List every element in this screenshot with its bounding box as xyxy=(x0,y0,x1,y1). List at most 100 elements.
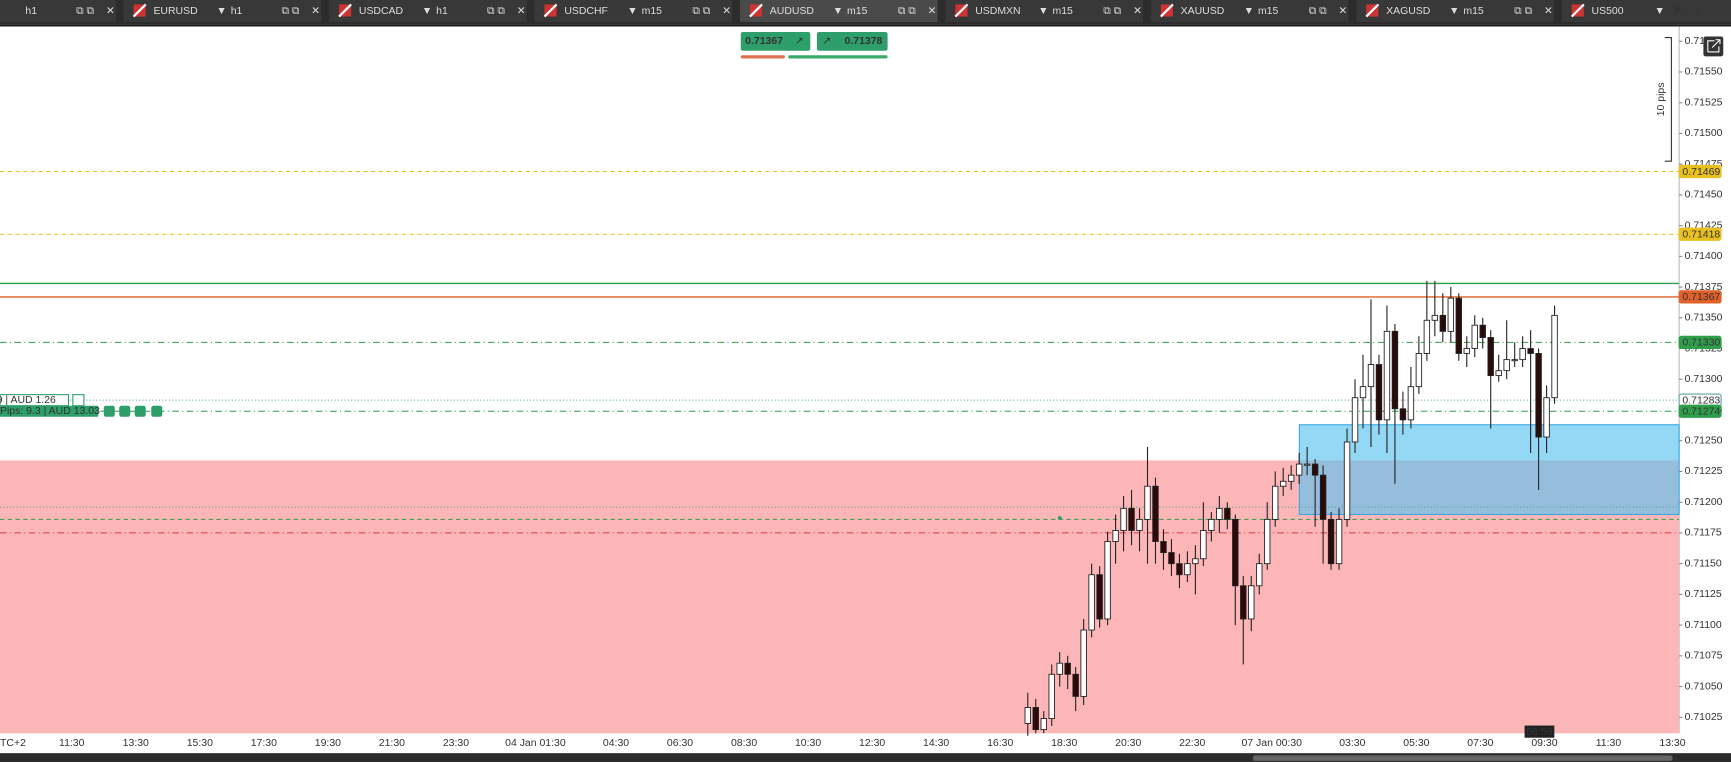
candle-body xyxy=(1335,518,1343,565)
tab-close[interactable]: ✕ xyxy=(722,6,731,17)
tab-close[interactable]: ✕ xyxy=(517,6,526,17)
candle-body xyxy=(1264,518,1271,565)
tab-icons[interactable]: ⧉ ⧉ xyxy=(282,6,300,17)
tab-bg[interactable] xyxy=(534,0,733,23)
price-tick-label: 0.71500 xyxy=(1685,128,1723,139)
candle-body xyxy=(1136,518,1143,531)
tab-bg[interactable] xyxy=(329,0,527,23)
tab-close[interactable]: ✕ xyxy=(1544,6,1553,17)
candle-body xyxy=(1439,314,1447,332)
candle-body xyxy=(1032,707,1039,731)
time-label: 15:30 xyxy=(187,738,213,749)
position-action[interactable] xyxy=(151,405,163,417)
candle-body xyxy=(1383,330,1391,421)
tab-symbol: USDMXN xyxy=(975,6,1020,17)
tab-icons[interactable]: ⧉ ⧉ xyxy=(76,6,94,17)
candle-body xyxy=(1048,673,1055,719)
candle-body xyxy=(1224,507,1231,520)
tab-bg[interactable] xyxy=(1150,0,1349,23)
tab[interactable]: h1 ⧉ ⧉ ✕ xyxy=(0,0,116,23)
tab-bg[interactable] xyxy=(739,0,938,23)
tab[interactable]: XAGUSD ▼ m15 ⧉ ⧉ ✕ xyxy=(1356,0,1554,23)
trade-button[interactable] xyxy=(740,32,811,51)
candle-body xyxy=(1455,297,1462,354)
price-badge xyxy=(1678,290,1722,304)
candle-body xyxy=(1463,348,1470,354)
position-tag[interactable] xyxy=(0,405,99,417)
tab-scroll[interactable]: ▶ xyxy=(1675,5,1683,16)
trade-arrow[interactable]: ↗ xyxy=(795,36,804,47)
candle-body xyxy=(1327,518,1335,565)
candle-body xyxy=(1543,397,1550,438)
tab-dropdown: ▼ xyxy=(1038,6,1048,17)
tab-close[interactable]: ✕ xyxy=(928,6,937,17)
time-label: 05:30 xyxy=(1403,738,1429,749)
tab-flag-stripe xyxy=(543,3,558,18)
time-label: 04:30 xyxy=(603,738,629,749)
position-tag[interactable] xyxy=(0,394,69,407)
tab-icons[interactable]: ⧉ ⧉ xyxy=(898,6,916,17)
tab-icons[interactable]: ⧉ ⧉ xyxy=(1309,6,1327,17)
tab-bg[interactable] xyxy=(0,0,116,23)
tab-icons[interactable]: ⧉ ⧉ xyxy=(1514,6,1532,17)
candle-body xyxy=(1096,574,1103,620)
tab-bg[interactable] xyxy=(945,0,1144,23)
tab-bg[interactable] xyxy=(1561,0,1731,23)
position-action[interactable] xyxy=(119,405,131,417)
candle-body xyxy=(1415,353,1423,388)
tab-close[interactable]: ✕ xyxy=(106,6,115,17)
price-badge-label: 0.71367 xyxy=(1682,292,1720,303)
candle-body xyxy=(1208,518,1215,531)
tab[interactable]: EURUSD ▼ h1 ⧉ ⧉ ✕ xyxy=(123,0,322,23)
price-tick-label: 0.71050 xyxy=(1685,681,1723,692)
tab[interactable]: USDCHF ▼ m15 ⧉ ⧉ ✕ xyxy=(534,0,733,23)
price-badge-label: 0.71283 xyxy=(1682,395,1720,406)
tab[interactable]: US500 ▼ xyxy=(1561,0,1731,23)
trade-price[interactable]: 0.71378 xyxy=(845,36,883,47)
candle-body xyxy=(1295,463,1303,476)
tab[interactable]: XAUUSD ▼ m15 ⧉ ⧉ ✕ xyxy=(1150,0,1349,23)
tab-bar-border xyxy=(0,24,1731,27)
tab-dropdown: ▼ xyxy=(1244,6,1254,17)
price-tick-label: 0.71250 xyxy=(1685,436,1723,447)
trade-button[interactable] xyxy=(816,32,888,51)
tab-icons[interactable]: ⧉ ⧉ xyxy=(487,6,505,17)
tab-timeframe: h1 xyxy=(231,6,243,17)
pips-ruler xyxy=(1664,36,1672,162)
tab-close[interactable]: ✕ xyxy=(1339,6,1348,17)
tab[interactable]: USDMXN ▼ m15 ⧉ ⧉ ✕ xyxy=(945,0,1144,23)
tab-icons[interactable]: ⧉ ⧉ xyxy=(1103,6,1121,17)
time-label: 12:30 xyxy=(859,738,885,749)
candle-body xyxy=(1407,386,1415,421)
candle-body xyxy=(1479,324,1486,338)
tab-timeframe: m15 xyxy=(642,6,663,17)
close-icon[interactable] xyxy=(72,394,85,407)
price-tick-label: 0.71225 xyxy=(1685,466,1723,477)
price-tick-label: 0.71150 xyxy=(1685,558,1722,569)
candle-body xyxy=(1064,662,1071,675)
position-action[interactable] xyxy=(103,405,115,417)
candle-body xyxy=(1256,563,1263,587)
position-action[interactable] xyxy=(134,405,146,417)
tab[interactable]: AUDUSD ▼ m15 ⧉ ⧉ ✕ xyxy=(739,0,938,23)
trade-price[interactable]: 0.71367 xyxy=(745,36,783,47)
tab-timeframe: m15 xyxy=(1258,6,1279,17)
candle-body xyxy=(1359,386,1367,399)
time-label: 08:30 xyxy=(731,738,757,749)
trade-arrow[interactable]: ↗ xyxy=(822,36,831,47)
candle-body xyxy=(1311,463,1319,476)
candle-body xyxy=(1160,541,1167,554)
scroll-thumb[interactable] xyxy=(1252,755,1673,761)
price-badge-label: 0.71469 xyxy=(1682,167,1720,178)
tab-icons[interactable]: ⧉ ⧉ xyxy=(692,6,710,17)
tab-bg[interactable] xyxy=(1356,0,1554,23)
new-tab[interactable]: + xyxy=(1693,6,1699,17)
price-tick-label: 0.71375 xyxy=(1685,282,1723,293)
tab-bg[interactable] xyxy=(123,0,322,23)
tab-close[interactable]: ✕ xyxy=(311,6,320,17)
tab-close[interactable]: ✕ xyxy=(1133,6,1142,17)
time-label: 20:30 xyxy=(1115,738,1141,749)
tab-flag-stripe xyxy=(954,3,969,18)
tab-dropdown: ▼ xyxy=(627,6,637,17)
tab[interactable]: USDCAD ▼ h1 ⧉ ⧉ ✕ xyxy=(329,0,527,23)
